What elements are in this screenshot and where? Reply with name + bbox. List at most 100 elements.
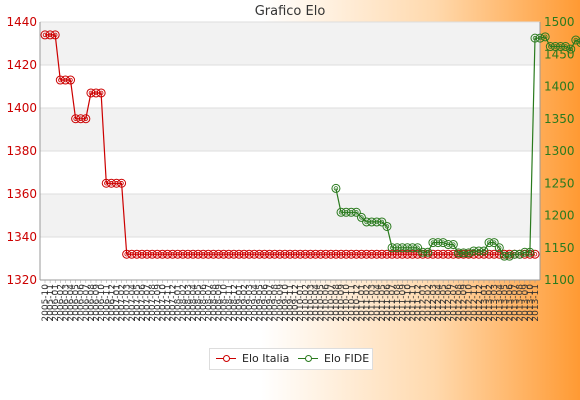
data-point-elo-italia [173,249,183,259]
left-tick-label: 1360 [6,187,37,201]
data-point-inner-elo-italia [180,251,186,257]
x-tick-label: 2012-05 [439,284,449,322]
x-tick-label: 2010-06 [322,284,332,322]
data-point-inner-elo-italia [328,251,334,257]
x-tick-label: 2007-08 [148,284,158,322]
data-point-inner-elo-italia [114,181,119,186]
data-point-elo-italia [290,249,300,259]
data-point-inner-elo-italia [63,77,68,83]
x-tick-label: 2008-04 [189,284,199,322]
data-point-inner-elo-fide [532,35,538,41]
data-point-inner-elo-fide [481,248,487,254]
data-point-elo-italia [341,249,351,259]
data-point-inner-elo-italia [236,251,242,257]
data-point-elo-fide [561,42,571,52]
data-point-inner-elo-fide [369,219,374,225]
data-point-elo-italia [183,249,193,259]
data-point-inner-elo-fide [354,210,359,215]
data-point-inner-elo-italia [364,251,369,257]
data-point-elo-fide [438,238,448,248]
data-point-elo-italia [311,249,321,259]
data-point-elo-fide [540,32,550,42]
data-point-inner-elo-italia [109,181,114,186]
data-point-elo-italia [239,249,249,259]
data-point-inner-elo-fide [553,44,558,49]
x-tick-label: 2009-12 [291,284,301,322]
data-point-inner-elo-fide [430,240,436,245]
data-point-elo-fide [387,243,397,253]
data-point-elo-italia [117,178,127,188]
data-point-elo-italia [234,249,244,259]
x-tick-label: 2013-07 [511,284,521,322]
data-point-elo-italia [351,249,361,259]
x-tick-label: 2008-03 [184,284,194,322]
data-point-elo-italia [106,178,116,188]
data-point-inner-elo-fide [359,215,364,220]
x-tick-label: 2008-10 [220,284,230,322]
x-tick-label: 2011-10 [403,284,413,322]
data-point-elo-fide [433,238,443,248]
data-point-inner-elo-fide [394,245,400,250]
data-point-inner-elo-italia [410,251,415,257]
x-tick-label: 2011-05 [378,284,388,322]
data-point-inner-elo-fide [400,245,405,250]
data-point-inner-elo-fide [568,46,573,52]
data-point-inner-elo-italia [338,251,344,257]
data-point-elo-italia [45,30,55,40]
x-tick-label: 2011-12 [414,284,424,322]
x-tick-label: 2008-01 [174,284,184,322]
x-tick-label: 2006-01 [51,284,61,322]
x-tick-label: 2011-09 [398,284,408,322]
data-point-elo-italia [336,249,346,259]
data-point-inner-elo-fide [497,245,502,250]
data-point-elo-italia [40,30,50,40]
x-tick-label: 2012-08 [454,284,464,322]
left-tick-label: 1320 [6,273,37,287]
data-point-inner-elo-italia [308,251,313,257]
x-tick-label: 2005-10 [41,284,51,322]
data-point-inner-elo-italia [318,251,323,257]
data-point-inner-elo-italia [313,251,318,257]
x-tick-label: 2007-02 [118,284,128,322]
x-tick-label: 2010-12 [352,284,362,322]
data-point-elo-italia [137,249,147,259]
x-tick-label: 2011-06 [383,284,393,322]
data-point-elo-fide [556,42,566,52]
data-point-elo-fide [550,42,560,52]
data-point-inner-elo-italia [144,251,150,257]
data-point-elo-italia [254,249,264,259]
x-tick-label: 2008-11 [225,284,235,322]
data-point-elo-italia [229,249,239,259]
x-tick-label: 2011-04 [373,284,383,322]
x-tick-label: 2008-07 [204,284,214,322]
data-point-inner-elo-fide [537,35,543,41]
x-tick-label: 2006-11 [102,284,112,322]
legend-marker-elo-fide [305,355,312,362]
x-tick-label: 2006-10 [97,284,107,322]
data-point-inner-elo-fide [384,224,390,229]
data-point-elo-fide [545,42,555,52]
data-point-inner-elo-fide [435,240,441,245]
data-point-elo-italia [152,249,162,259]
data-point-elo-fide [484,238,494,248]
data-point-elo-italia [142,249,152,259]
data-point-inner-elo-italia [303,251,308,257]
x-tick-label: 2006-04 [67,284,77,322]
series-line-elo-italia [45,34,535,255]
data-point-inner-elo-italia [451,251,456,257]
series-layer [40,30,580,261]
x-tick-label: 2008-09 [215,284,225,322]
data-point-inner-elo-italia [491,251,497,257]
data-point-inner-elo-italia [83,116,89,121]
data-point-elo-fide [413,243,423,253]
data-point-elo-italia [214,249,224,259]
data-point-inner-elo-italia [53,32,58,38]
chart-title: Grafico Elo [254,4,326,19]
data-point-inner-elo-italia [333,251,339,257]
data-point-inner-elo-italia [134,251,140,257]
data-point-inner-elo-italia [257,251,262,257]
data-point-elo-italia [300,249,310,259]
data-point-inner-elo-fide [333,186,339,191]
data-point-inner-elo-italia [195,251,201,257]
data-point-inner-elo-italia [369,251,374,257]
